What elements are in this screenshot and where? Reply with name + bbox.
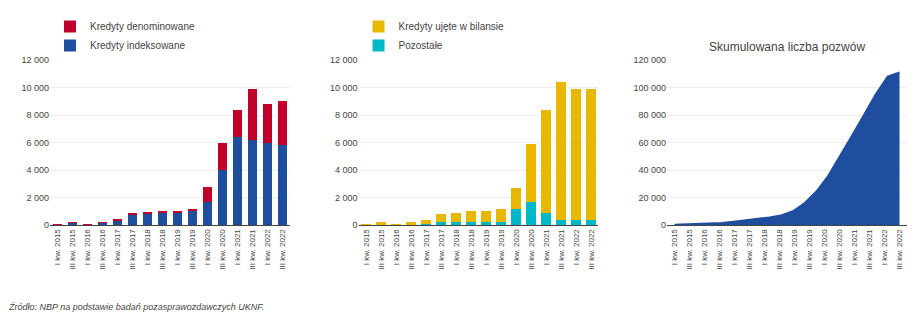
svg-text:I kw. 2018: I kw. 2018: [143, 229, 152, 266]
svg-text:40 000: 40 000: [639, 165, 667, 175]
svg-text:I kw. 2018: I kw. 2018: [760, 229, 769, 266]
svg-text:I kw. 2017: I kw. 2017: [422, 229, 431, 266]
svg-text:I kw. 2019: I kw. 2019: [790, 229, 799, 266]
svg-text:0: 0: [661, 220, 666, 230]
svg-text:I kw. 2020: I kw. 2020: [820, 229, 829, 266]
svg-text:III kw. 2016: III kw. 2016: [407, 229, 416, 270]
svg-text:III kw. 2020: III kw. 2020: [527, 229, 536, 270]
svg-text:I kw. 2021: I kw. 2021: [233, 229, 242, 266]
svg-text:III kw. 2022: III kw. 2022: [587, 229, 596, 270]
svg-text:I kw. 2019: I kw. 2019: [173, 229, 182, 266]
svg-text:Pozostałe: Pozostałe: [399, 40, 443, 51]
svg-text:I kw. 2017: I kw. 2017: [730, 229, 739, 266]
svg-text:8 000: 8 000: [26, 110, 49, 120]
svg-text:III kw. 2018: III kw. 2018: [158, 229, 167, 270]
svg-text:6 000: 6 000: [26, 138, 49, 148]
svg-text:80 000: 80 000: [639, 110, 667, 120]
svg-text:0: 0: [353, 220, 358, 230]
svg-text:60 000: 60 000: [639, 138, 667, 148]
svg-text:III kw. 2020: III kw. 2020: [218, 229, 227, 270]
svg-text:10 000: 10 000: [330, 83, 358, 93]
svg-text:I kw. 2015: I kw. 2015: [53, 229, 62, 266]
svg-text:III kw. 2020: III kw. 2020: [835, 229, 844, 270]
svg-text:Kredyty ujęte w bilansie: Kredyty ujęte w bilansie: [399, 21, 504, 32]
svg-text:III kw. 2016: III kw. 2016: [715, 229, 724, 270]
svg-text:12 000: 12 000: [330, 55, 358, 65]
svg-text:III kw. 2021: III kw. 2021: [248, 229, 257, 270]
svg-text:I kw. 2021: I kw. 2021: [850, 229, 859, 266]
svg-text:III kw. 2017: III kw. 2017: [437, 229, 446, 270]
svg-text:III kw. 2019: III kw. 2019: [497, 229, 506, 270]
svg-text:I kw. 2017: I kw. 2017: [113, 229, 122, 266]
svg-text:I kw. 2021: I kw. 2021: [542, 229, 551, 266]
svg-text:III kw. 2017: III kw. 2017: [745, 229, 754, 270]
svg-text:Źródło: NBP na podstawie badań: Źródło: NBP na podstawie badań pozaspraw…: [8, 302, 264, 312]
svg-text:III kw. 2018: III kw. 2018: [775, 229, 784, 270]
svg-text:III kw. 2022: III kw. 2022: [895, 229, 904, 270]
svg-text:20 000: 20 000: [639, 193, 667, 203]
svg-text:I kw. 2016: I kw. 2016: [83, 229, 92, 266]
svg-text:III kw. 2018: III kw. 2018: [467, 229, 476, 270]
svg-text:10 000: 10 000: [21, 83, 49, 93]
svg-text:6 000: 6 000: [335, 138, 358, 148]
svg-text:12 000: 12 000: [21, 55, 49, 65]
svg-text:2 000: 2 000: [26, 193, 49, 203]
svg-text:I kw. 2022: I kw. 2022: [880, 229, 889, 266]
svg-text:I kw. 2015: I kw. 2015: [362, 229, 371, 266]
svg-text:Skumulowana liczba pozwów: Skumulowana liczba pozwów: [709, 40, 865, 54]
svg-text:I kw. 2020: I kw. 2020: [512, 229, 521, 266]
svg-text:I kw. 2016: I kw. 2016: [392, 229, 401, 266]
svg-text:I kw. 2016: I kw. 2016: [700, 229, 709, 266]
svg-text:I kw. 2019: I kw. 2019: [482, 229, 491, 266]
svg-text:8 000: 8 000: [335, 110, 358, 120]
svg-text:III kw. 2021: III kw. 2021: [865, 229, 874, 270]
svg-text:III kw. 2016: III kw. 2016: [98, 229, 107, 270]
svg-text:4 000: 4 000: [26, 165, 49, 175]
svg-text:100 000: 100 000: [633, 83, 666, 93]
svg-text:III kw. 2019: III kw. 2019: [188, 229, 197, 270]
svg-text:I kw. 2020: I kw. 2020: [203, 229, 212, 266]
svg-text:2 000: 2 000: [335, 193, 358, 203]
svg-text:I kw. 2015: I kw. 2015: [670, 229, 679, 266]
svg-text:I kw. 2022: I kw. 2022: [572, 229, 581, 266]
svg-text:Kredyty indeksowane: Kredyty indeksowane: [90, 40, 185, 51]
svg-text:III kw. 2017: III kw. 2017: [128, 229, 137, 270]
svg-text:120 000: 120 000: [633, 55, 666, 65]
svg-text:0: 0: [44, 220, 49, 230]
svg-text:I kw. 2018: I kw. 2018: [452, 229, 461, 266]
svg-text:III kw. 2015: III kw. 2015: [68, 229, 77, 270]
svg-text:Kredyty denominowane: Kredyty denominowane: [90, 21, 195, 32]
svg-text:I kw. 2022: I kw. 2022: [263, 229, 272, 266]
svg-text:4 000: 4 000: [335, 165, 358, 175]
svg-text:III kw. 2022: III kw. 2022: [278, 229, 287, 270]
svg-text:III kw. 2015: III kw. 2015: [685, 229, 694, 270]
svg-text:III kw. 2015: III kw. 2015: [377, 229, 386, 270]
svg-text:III kw. 2019: III kw. 2019: [805, 229, 814, 270]
svg-text:III kw. 2021: III kw. 2021: [557, 229, 566, 270]
